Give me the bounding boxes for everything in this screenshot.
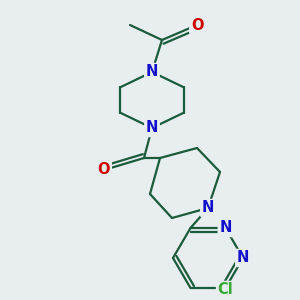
Text: O: O [98, 163, 110, 178]
Text: O: O [191, 17, 203, 32]
Text: N: N [146, 121, 158, 136]
Text: N: N [202, 200, 214, 215]
Text: N: N [237, 250, 249, 266]
Text: N: N [146, 64, 158, 80]
Text: Cl: Cl [218, 283, 233, 298]
Text: N: N [219, 220, 232, 236]
